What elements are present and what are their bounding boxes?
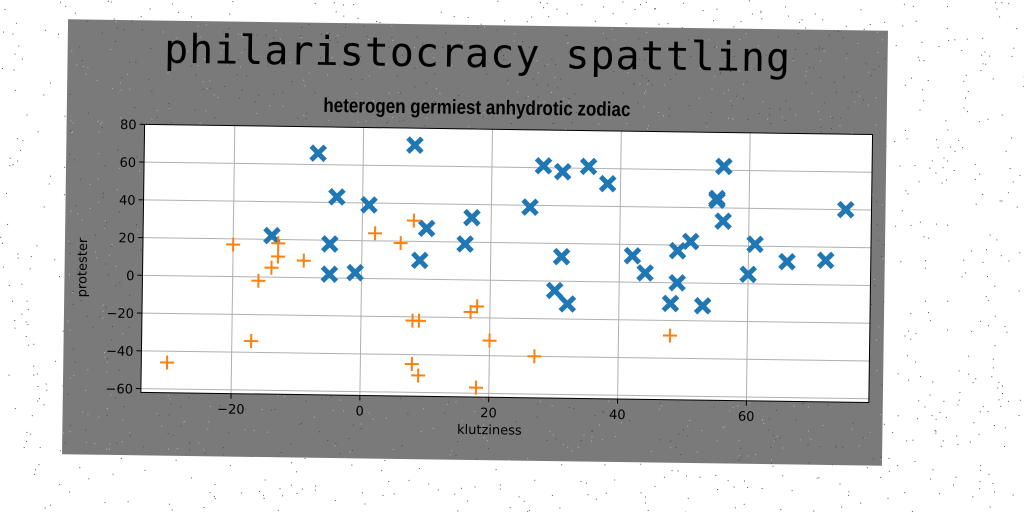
y-tick-label: 40 (119, 194, 136, 209)
data-point-x-marker (714, 212, 732, 231)
data-point-x-marker (463, 208, 481, 227)
data-point-plus-marker (527, 349, 542, 364)
data-point-plus-marker (251, 273, 266, 288)
data-point-x-marker (320, 265, 339, 284)
y-gridline (142, 274, 871, 287)
x-gridline (488, 129, 493, 398)
data-point-x-marker (715, 157, 733, 176)
y-gridline (143, 199, 872, 211)
y-gridline (140, 388, 869, 400)
x-tick-label: 0 (355, 404, 363, 419)
x-tick-label: 40 (609, 408, 626, 423)
x-gridline (745, 132, 751, 401)
data-point-x-marker (661, 294, 680, 313)
data-point-x-marker (623, 246, 642, 265)
data-point-x-marker (456, 235, 474, 253)
data-points (160, 136, 855, 395)
data-point-x-marker (521, 198, 539, 216)
x-tick-label: 60 (738, 410, 755, 425)
y-tick-label: 0 (126, 269, 134, 284)
plot-frame (140, 123, 874, 404)
x-axis-label: klutziness (457, 423, 522, 439)
data-point-plus-marker (264, 260, 279, 275)
x-gridline (617, 131, 622, 400)
y-gridline (144, 161, 873, 173)
data-point-x-marker (708, 189, 726, 208)
data-point-x-marker (328, 188, 346, 206)
data-point-plus-marker (244, 334, 259, 349)
data-point-x-marker (836, 200, 855, 219)
chart-figure: philaristocracy spattling heterogen germ… (62, 19, 888, 466)
data-point-plus-marker (470, 299, 485, 314)
data-point-x-marker (417, 219, 436, 238)
x-gridline (359, 127, 365, 396)
data-point-x-marker (309, 144, 328, 163)
data-point-x-marker (579, 157, 598, 176)
y-gridline (141, 350, 870, 362)
data-point-plus-marker (271, 249, 286, 264)
data-point-x-marker (320, 235, 339, 253)
data-point-x-marker (552, 247, 571, 266)
data-point-plus-marker (404, 357, 419, 372)
data-point-plus-marker (406, 213, 421, 228)
data-point-x-marker (816, 251, 835, 270)
data-point-plus-marker (468, 380, 483, 395)
data-point-x-marker (668, 273, 687, 292)
scatter-plot: −20 0 20 40 60 −60 −40 −20 0 20 40 60 80 klutziness pr… (75, 118, 874, 439)
y-tick-label: 60 (119, 156, 136, 171)
x-tick-label: 20 (480, 406, 497, 421)
data-point-x-marker (553, 162, 572, 181)
data-point-x-marker (693, 296, 712, 315)
data-point-plus-marker (662, 328, 678, 343)
data-point-plus-marker (368, 226, 383, 241)
plot-area (140, 124, 873, 403)
data-point-x-marker (739, 265, 758, 284)
data-point-plus-marker (411, 313, 426, 328)
y-tick-label: −60 (105, 382, 133, 397)
data-point-plus-marker (160, 355, 175, 370)
data-point-plus-marker (271, 236, 286, 251)
data-point-plus-marker (411, 368, 426, 383)
data-point-x-marker (636, 264, 654, 282)
data-point-plus-marker (393, 236, 408, 251)
x-gridline (230, 125, 236, 394)
y-gridline (141, 312, 870, 324)
data-point-plus-marker (482, 333, 497, 348)
data-point-plus-marker (226, 237, 241, 252)
data-point-x-marker (263, 226, 281, 245)
y-axis-label: protester (75, 237, 91, 297)
data-point-x-marker (406, 136, 424, 154)
y-tick-label: 20 (118, 231, 135, 246)
x-tick-label: −20 (217, 402, 245, 417)
data-point-x-marker (598, 174, 617, 193)
data-point-plus-marker (296, 253, 311, 268)
data-point-x-marker (360, 196, 378, 214)
y-tick-label: −40 (106, 344, 134, 359)
data-point-x-marker (778, 252, 796, 271)
data-point-x-marker (545, 281, 564, 300)
y-tick-label: −20 (106, 307, 134, 322)
data-point-x-marker (681, 232, 700, 251)
y-tick-label: 80 (120, 118, 137, 133)
data-point-x-marker (558, 295, 577, 313)
data-point-x-marker (746, 235, 764, 254)
data-point-x-marker (346, 263, 365, 282)
data-point-x-marker (410, 251, 429, 270)
data-point-x-marker (534, 156, 553, 175)
